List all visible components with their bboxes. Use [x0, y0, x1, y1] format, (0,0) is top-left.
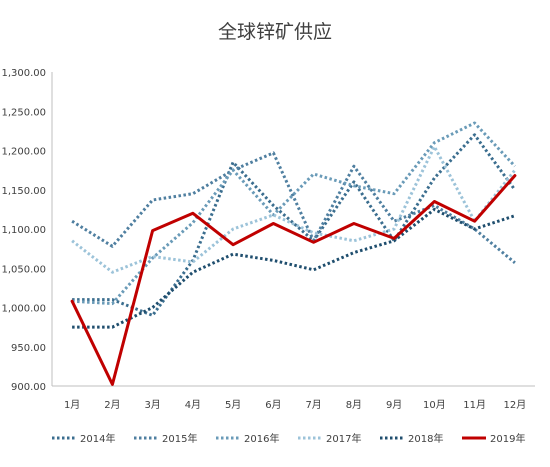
x-tick-label: 1月 [64, 399, 80, 411]
legend: 2014年 2015年 2016年 2017年 2018年 2019年 [52, 432, 525, 445]
series-line-2015年 [71, 151, 516, 264]
legend-label: 2016年 [244, 432, 279, 445]
series-line-2014年 [72, 133, 517, 317]
x-axis: 1月 2月 3月 4月 5月 6月 7月 8月 9月 10月 11月 12月 [52, 385, 535, 411]
x-tick-label: 8月 [346, 399, 362, 411]
y-tick-label: 1,250.00 [1, 107, 46, 118]
y-tick-label: 1,200.00 [1, 147, 46, 158]
chart-title: 全球锌矿供应 [218, 21, 332, 43]
series-line-2016年 [72, 121, 516, 306]
x-tick-label: 3月 [144, 399, 160, 411]
series-lines [70, 121, 517, 386]
x-tick-label: 2月 [104, 399, 120, 411]
legend-label: 2015年 [162, 432, 197, 445]
legend-label: 2014年 [80, 432, 115, 445]
y-tick-label: 900.00 [11, 382, 46, 393]
legend-label: 2019年 [490, 432, 525, 445]
series-line-2018年 [72, 207, 516, 329]
y-tick-label: 1,100.00 [1, 225, 46, 236]
x-tick-label: 9月 [386, 399, 402, 411]
y-tick-label: 1,300.00 [1, 68, 46, 79]
x-tick-label: 7月 [305, 399, 321, 411]
series-line-2019年 [70, 174, 517, 386]
x-tick-label: 6月 [265, 399, 281, 411]
y-axis: 900.00 950.00 1,000.00 1,050.00 1,100.00 1,15… [1, 68, 53, 393]
x-tick-label: 4月 [185, 399, 201, 411]
x-tick-label: 11月 [463, 399, 486, 411]
legend-label: 2017年 [326, 432, 361, 445]
y-tick-label: 1,000.00 [1, 304, 46, 315]
y-tick-label: 1,050.00 [1, 264, 46, 275]
x-tick-label: 10月 [423, 399, 446, 411]
y-tick-label: 1,150.00 [1, 186, 46, 197]
x-tick-label: 5月 [225, 399, 241, 411]
legend-label: 2018年 [408, 432, 443, 445]
x-tick-label: 12月 [504, 399, 527, 411]
y-tick-label: 950.00 [11, 343, 46, 354]
